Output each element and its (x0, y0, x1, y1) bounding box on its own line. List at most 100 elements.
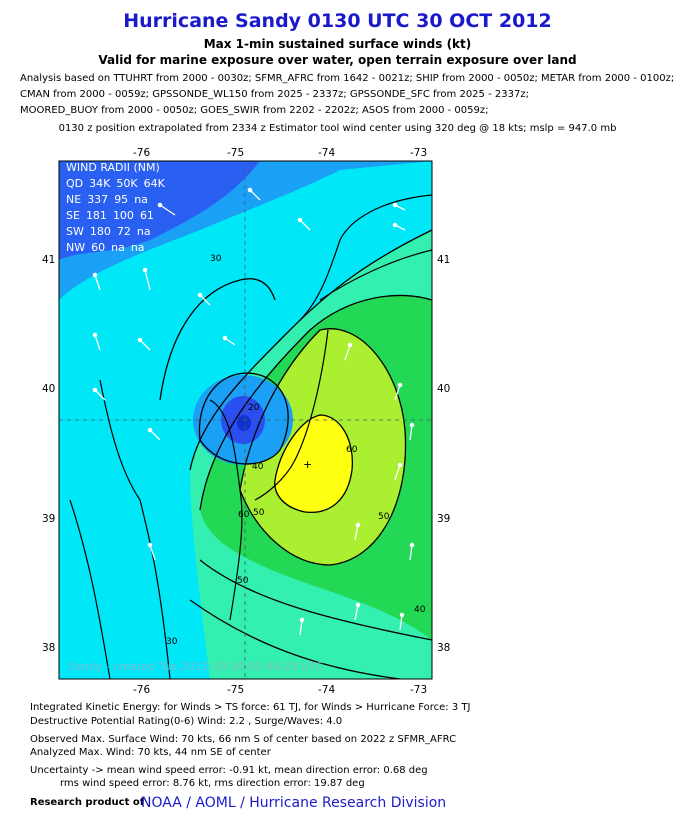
wind-arrow-head (137, 337, 143, 343)
wind-arrow (299, 619, 303, 636)
research-product-label: Research product of (30, 797, 145, 808)
coastline-delmarva (209, 399, 243, 621)
wind-radii-cell: na (111, 241, 125, 254)
lat-tick-right: 40 (437, 383, 451, 395)
lat-tick-right: 41 (437, 254, 451, 266)
wind-arrow (354, 524, 359, 541)
wind-arrow (159, 204, 176, 216)
wind-radii-cell: 180 (89, 225, 111, 238)
contour-label: 50 (253, 508, 265, 518)
wind-arrow-head (347, 342, 353, 348)
wind-arrow-head (299, 617, 305, 623)
map-subtitle-winds: Max 1-min sustained surface winds (kt) (203, 37, 472, 51)
position-note: 0130 z position extrapolated from 2334 z… (58, 123, 617, 134)
wind-radii-cell: 72 (116, 225, 131, 238)
wind-arrow-head (355, 602, 361, 608)
wind-radii-cell: 95 (114, 193, 129, 206)
lat-tick-right: 39 (437, 513, 451, 525)
uncertainty-text: Uncertainty -> mean wind speed error: -0… (30, 765, 428, 776)
lon-tick-top: -76 (133, 147, 151, 159)
lat-tick-left: 39 (42, 513, 56, 525)
rms-error-text: rms wind speed error: 8.76 kt, rms direc… (60, 778, 365, 789)
wind-arrow-head (399, 612, 405, 618)
storm-center-marker: + (303, 458, 313, 471)
contour-low-ring (198, 372, 289, 465)
analysis-line-1: Analysis based on TTUHRT from 2000 - 003… (20, 73, 675, 84)
wind-arrow (299, 219, 311, 231)
wind-radii-cell: 100 (112, 209, 134, 222)
wind-radii-cell: SE (66, 209, 80, 222)
wind-radii-cell: 181 (85, 209, 107, 222)
wind-field-70kt-zone (274, 415, 353, 513)
wind-arrow (149, 429, 161, 441)
wind-arrow (409, 424, 413, 441)
wind-radii-row: NE 337 95 na (66, 192, 165, 208)
wind-arrow-head (409, 422, 415, 428)
observed-max-wind-text: Observed Max. Surface Wind: 70 kts, 66 n… (30, 734, 457, 745)
wind-arrow (409, 544, 413, 561)
wind-arrow (94, 274, 101, 291)
wind-arrow-head (355, 522, 361, 528)
wind-arrow-head (92, 272, 98, 278)
contour-label: 60 (346, 445, 358, 455)
wind-arrow-head (297, 217, 303, 223)
coastline-chesapeake (99, 379, 171, 679)
wind-arrow-head (92, 332, 98, 338)
analysis-line-3: MOORED_BUOY from 2000 - 0050z; GOES_SWIR… (20, 105, 489, 116)
wind-arrow-head (397, 382, 403, 388)
wind-radii-cell: 61 (139, 209, 154, 222)
contour-40kt (189, 229, 432, 471)
coastline-long-island (319, 249, 432, 301)
contour-label: 30 (166, 637, 178, 647)
contour-label: 50 (237, 576, 249, 586)
wind-radii-cell: 60 (91, 241, 106, 254)
wind-radii-row: SE 181 100 61 (66, 208, 165, 224)
wind-arrow-head (222, 335, 228, 341)
lon-tick-top: -73 (410, 147, 428, 159)
wind-arrow (344, 344, 351, 361)
contour-30kt-outer (159, 278, 276, 401)
coastline-nj-shore (254, 329, 329, 501)
ike-text: Integrated Kinetic Energy: for Winds > T… (30, 702, 471, 713)
wind-arrow (149, 544, 156, 561)
wind-arrow-head (409, 542, 415, 548)
lon-tick-bottom: -74 (318, 684, 336, 696)
wind-arrow-head (157, 202, 163, 208)
lon-tick-bottom: -76 (133, 684, 151, 696)
contour-60kt (239, 328, 407, 566)
wind-radii-cell: NE (66, 193, 82, 206)
contour-70kt (274, 414, 354, 513)
wind-radii-row: NW 60 na na (66, 240, 165, 256)
coastline-new-jersey (299, 194, 432, 321)
organization-link[interactable]: NOAA / AOML / Hurricane Research Divisio… (141, 795, 447, 811)
lon-tick-top: -74 (318, 147, 336, 159)
lon-tick-bottom: -75 (227, 684, 245, 696)
creation-stamp: Sandy - created Tue 2012-10-30 01:44:23 … (68, 660, 323, 673)
wind-radii-cell: 337 (87, 193, 109, 206)
wind-radii-title: WIND RADII (NM) (66, 161, 160, 174)
wind-radii-cell: na (134, 193, 148, 206)
wind-arrow (94, 334, 101, 351)
wind-radii-header: QD 34K 50K 64K (66, 176, 165, 192)
lon-tick-top: -75 (227, 147, 245, 159)
lon-tick-bottom: -73 (410, 684, 428, 696)
wind-arrow-head (197, 292, 203, 298)
lat-tick-left: 41 (42, 254, 56, 266)
wind-radii-header-cell: QD (66, 177, 84, 190)
contour-40kt-south (189, 599, 401, 679)
wind-arrow (144, 269, 151, 291)
wind-radii-header-cell: 50K (116, 177, 138, 190)
analyzed-max-wind-text: Analyzed Max. Wind: 70 kts, 44 nm SE of … (30, 747, 271, 758)
wind-arrow (249, 189, 261, 201)
contour-label: 50 (378, 512, 390, 522)
coastline-virginia (69, 499, 111, 679)
wind-radii-cell: NW (66, 241, 86, 254)
map-subtitle-exposure: Valid for marine exposure over water, op… (98, 53, 577, 67)
wind-radii-cell: SW (66, 225, 84, 238)
wind-arrow-head (147, 542, 153, 548)
wind-arrow (394, 464, 401, 481)
wind-radii-header-cell: 64K (143, 177, 165, 190)
wind-arrow-head (147, 427, 153, 433)
lat-tick-left: 38 (42, 642, 56, 654)
